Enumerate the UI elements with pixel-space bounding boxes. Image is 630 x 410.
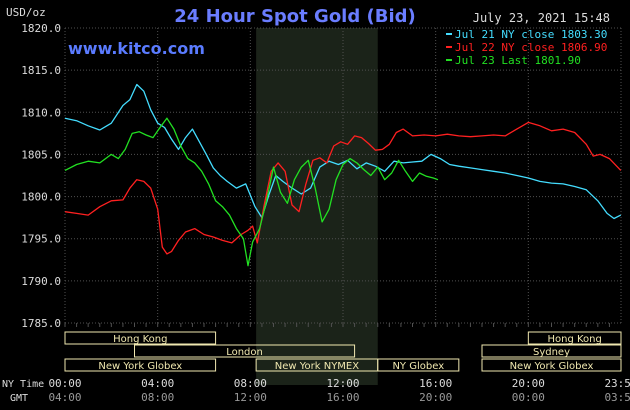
- y-tick-label: 1800.0: [21, 191, 61, 204]
- session-box: [64, 358, 217, 372]
- y-tick-label: 1790.0: [21, 275, 61, 288]
- session-box: [377, 358, 460, 372]
- session-label: New York NYMEX: [275, 361, 360, 372]
- session-box: [481, 358, 622, 372]
- y-tick-label: 1815.0: [21, 64, 61, 77]
- x-tick-label-ny: 23:59: [604, 377, 630, 390]
- datetime-label: July 23, 2021 15:48: [473, 11, 610, 25]
- x-tick-label-gmt: 00:00: [512, 391, 545, 404]
- axes: 1820.0 1815.0 1810.0 1805.0 1800.0 1795.0 1790…: [21, 22, 630, 404]
- session-box: [134, 344, 356, 358]
- kitco-watermark: www.kitco.com: [68, 39, 205, 58]
- trading-sessions: Hong Kong London New York Globex New York N…: [64, 331, 622, 372]
- y-tick-label: 1810.0: [21, 106, 61, 119]
- gmt-label: GMT: [10, 393, 28, 404]
- x-tick-label-ny: 16:00: [419, 377, 452, 390]
- x-tick-label-ny: 20:00: [512, 377, 545, 390]
- x-tick-label-gmt: 12:00: [234, 391, 267, 404]
- x-tick-label-ny: 12:00: [326, 377, 359, 390]
- session-label: New York Globex: [98, 361, 182, 372]
- session-label: London: [226, 347, 263, 358]
- night-shade: [256, 28, 378, 385]
- grid-lines: [64, 27, 622, 327]
- series-lines: [64, 83, 622, 267]
- session-label: Hong Kong: [547, 334, 601, 345]
- chart-title: 24 Hour Spot Gold (Bid): [174, 6, 415, 27]
- series-line-1: [64, 83, 622, 220]
- y-tick-label: 1820.0: [21, 22, 61, 35]
- legend-entry: Jul 21 NY close 1803.30: [455, 28, 607, 41]
- legend-entry: Jul 23 Last 1801.90: [455, 54, 581, 67]
- series-line-2: [64, 121, 622, 255]
- session-label: Sydney: [533, 347, 570, 358]
- session-box: [64, 331, 217, 345]
- unit-label: USD/oz: [6, 6, 46, 19]
- x-tick-label-ny: 04:00: [141, 377, 174, 390]
- session-label: Hong Kong: [113, 334, 167, 345]
- x-tick-label-ny: 00:00: [48, 377, 81, 390]
- ny-time-label: NY Time: [2, 379, 44, 390]
- session-label: New York Globex: [510, 361, 594, 372]
- session-box: [527, 331, 622, 345]
- x-tick-label-gmt: 16:00: [326, 391, 359, 404]
- x-tick-label-gmt: 04:00: [48, 391, 81, 404]
- x-tick-label-gmt: 03:59: [604, 391, 630, 404]
- y-tick-label: 1805.0: [21, 148, 61, 161]
- session-box: [481, 344, 622, 358]
- y-tick-label: 1785.0: [21, 317, 61, 330]
- x-tick-label-gmt: 08:00: [141, 391, 174, 404]
- legend-entry: Jul 22 NY close 1806.90: [455, 41, 607, 54]
- series-line-3: [64, 117, 439, 267]
- x-tick-label-gmt: 20:00: [419, 391, 452, 404]
- y-tick-label: 1795.0: [21, 233, 61, 246]
- session-label: NY Globex: [392, 361, 444, 372]
- x-tick-label-ny: 08:00: [234, 377, 267, 390]
